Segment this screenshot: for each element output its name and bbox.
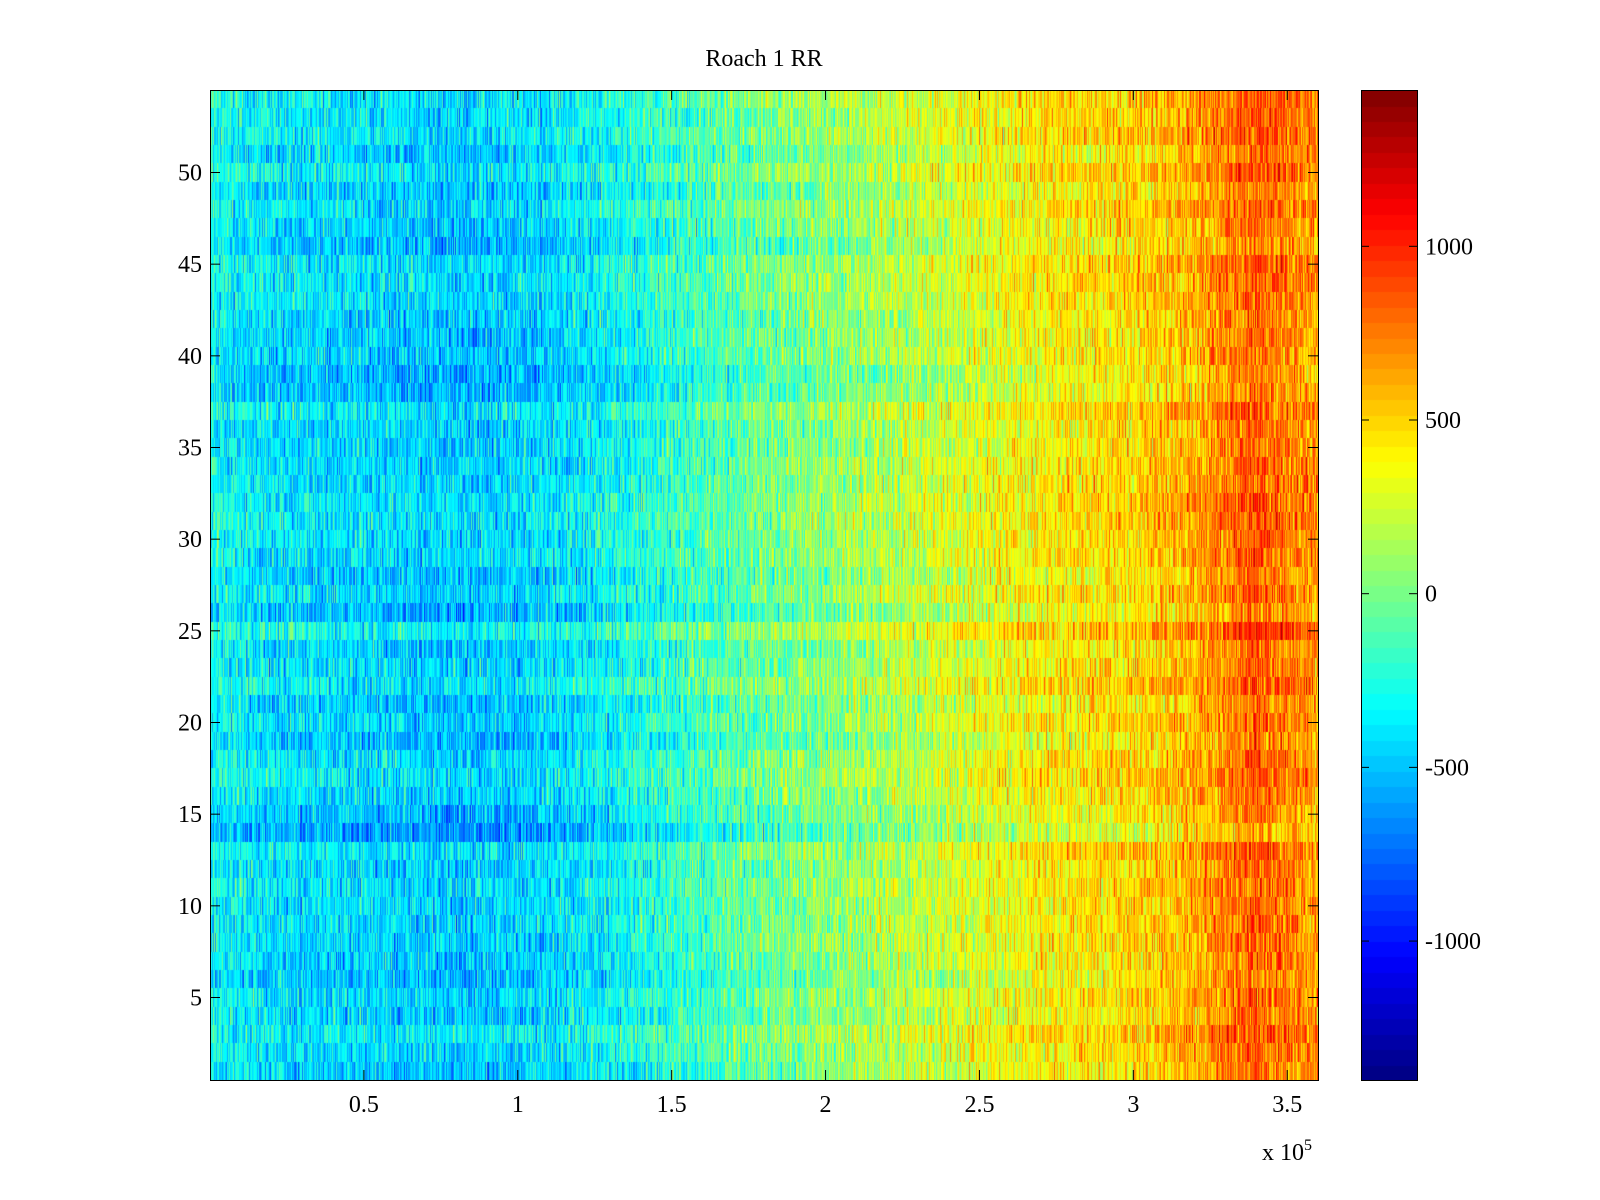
colorbar-ticks: 1000 500 0 -500 -1000 <box>1361 234 1481 955</box>
y-tick-label: 40 <box>178 344 202 370</box>
x-tick-label: 3 <box>1127 1092 1139 1118</box>
colorbar-tick-label: 0 <box>1425 582 1437 608</box>
x-tick-label: 2.5 <box>964 1092 994 1118</box>
x-tick-label: 2 <box>820 1092 832 1118</box>
heatmap-image <box>210 90 1318 1080</box>
y-tick-label: 10 <box>178 894 202 920</box>
y-tick-label: 5 <box>190 986 202 1012</box>
y-tick-label: 25 <box>178 619 202 645</box>
y-tick-label: 45 <box>178 252 202 278</box>
x-tick-label: 0.5 <box>349 1092 379 1118</box>
x-tick-label: 1.5 <box>657 1092 687 1118</box>
colorbar-tick-label: 1000 <box>1425 234 1473 260</box>
y-tick-label: 35 <box>178 436 202 462</box>
y-tick-label: 30 <box>178 527 202 553</box>
colorbar-tick-label: -1000 <box>1425 929 1481 955</box>
chart-title: Roach 1 RR <box>705 46 822 72</box>
x-axis-multiplier-exponent: 5 <box>1304 1137 1312 1154</box>
x-axis-multiplier: x 105 <box>1262 1137 1312 1166</box>
x-tick-label: 3.5 <box>1272 1092 1302 1118</box>
colorbar-frame <box>1361 90 1418 1081</box>
x-tick-label: 1 <box>512 1092 524 1118</box>
y-tick-label: 15 <box>178 802 202 828</box>
x-axis-multiplier-base: x 10 <box>1262 1140 1304 1166</box>
y-tick-label: 50 <box>178 161 202 187</box>
y-axis-ticks: 5 10 15 20 25 30 35 40 45 50 <box>178 161 1318 1012</box>
colorbar-tick-label: -500 <box>1425 755 1469 781</box>
plot-frame <box>210 90 1319 1081</box>
colorbar-tick-label: 500 <box>1425 408 1461 434</box>
y-tick-label: 20 <box>178 711 202 737</box>
colorbar-gradient <box>1361 90 1417 1080</box>
x-axis-ticks: 0.5 1 1.5 2 2.5 3 3.5 <box>349 90 1302 1118</box>
